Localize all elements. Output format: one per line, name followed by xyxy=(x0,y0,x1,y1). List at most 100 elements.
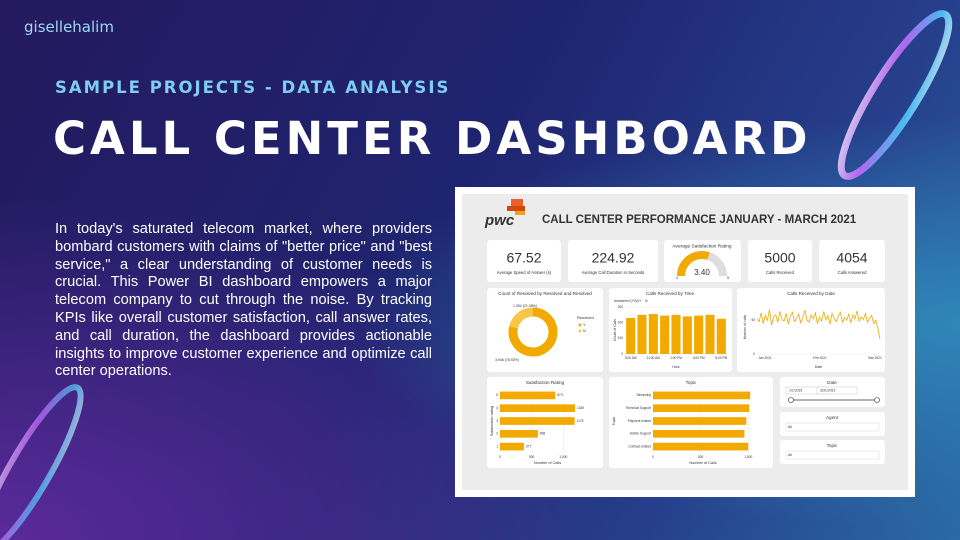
y-tick-label: 200 xyxy=(618,321,624,325)
date-from: 1/1/2021 xyxy=(789,388,803,392)
bar xyxy=(705,314,715,354)
bar xyxy=(653,429,745,438)
y-tick-label: 0 xyxy=(753,352,755,356)
logo: pwc xyxy=(484,212,515,229)
card xyxy=(819,240,885,282)
y-tick-label: Technical Support xyxy=(626,406,651,410)
x-tick-label: 0 xyxy=(652,455,654,459)
legend-label: Y xyxy=(639,299,642,303)
card xyxy=(487,240,561,282)
legend-swatch xyxy=(578,329,582,333)
bar xyxy=(500,442,524,451)
brand: gisellehalim xyxy=(24,18,114,36)
slider-handle[interactable] xyxy=(788,397,794,403)
gauge-value xyxy=(677,251,710,277)
axis-title: Number of calls xyxy=(743,315,747,340)
line xyxy=(756,309,881,340)
bar xyxy=(694,315,704,354)
axis-title: Number of Calls xyxy=(534,461,561,465)
y-tick-label: 50 xyxy=(751,318,755,322)
chart-title: Topic xyxy=(686,380,697,385)
bar xyxy=(653,442,749,451)
bar xyxy=(716,318,726,354)
gauge-label: 3.40 xyxy=(694,268,710,277)
legend-label: Y xyxy=(583,323,586,327)
x-tick-label: 1,000 xyxy=(744,455,752,459)
bar xyxy=(653,404,750,413)
legend-title: Resolved xyxy=(577,315,594,320)
x-tick-label: 500 xyxy=(698,455,704,459)
y-tick-label: 5 xyxy=(496,393,498,397)
bar xyxy=(648,314,658,354)
x-tick-label: 3:00 PM xyxy=(693,356,705,360)
legend-label: N xyxy=(645,299,648,303)
axis-title: Topic xyxy=(612,416,616,425)
x-tick-label: 1:00 PM xyxy=(670,356,682,360)
donut-slice xyxy=(509,307,534,329)
bar xyxy=(660,315,670,354)
x-tick-label: 5:00 PM xyxy=(715,356,727,360)
y-tick-label: 1 xyxy=(496,444,498,448)
bar xyxy=(500,404,576,413)
y-tick-label: Admin Support xyxy=(630,432,651,436)
dropdown-value: All xyxy=(788,425,792,429)
x-tick-label: 1,000 xyxy=(559,455,567,459)
date-to: 3/31/2021 xyxy=(820,388,836,392)
axis-title: Date xyxy=(815,365,822,369)
dropdown[interactable] xyxy=(785,422,880,432)
kpi-value: 4054 xyxy=(836,250,867,266)
description: In today's saturated telecom market, whe… xyxy=(55,221,432,380)
bar xyxy=(653,391,751,400)
x-tick-label: Jan 2021 xyxy=(758,356,771,360)
y-tick-label: Payment related xyxy=(628,419,651,423)
gauge-title: Average Satisfaction Rating xyxy=(672,243,731,249)
bar xyxy=(500,417,575,425)
kpi-label: Calls Received xyxy=(766,270,795,275)
gauge-max: 5 xyxy=(727,275,730,280)
donut-slice xyxy=(508,307,558,357)
chart-title: Satisfaction Rating xyxy=(526,380,565,385)
y-tick-label: 2 xyxy=(496,432,498,436)
card xyxy=(737,288,885,372)
axis-title: Count of Calls xyxy=(613,319,617,341)
kpi-label: Average Call Duration in Seconds xyxy=(582,270,645,275)
data-label: 3,946 (78.92%) xyxy=(495,358,519,362)
bar xyxy=(653,417,747,425)
legend-title: Answered (Y/N) xyxy=(614,299,639,303)
legend-swatch xyxy=(578,323,582,327)
dropdown[interactable] xyxy=(785,450,880,460)
bar xyxy=(682,316,692,354)
y-tick-label: 4 xyxy=(496,406,498,410)
kicker: SAMPLE PROJECTS - DATA ANALYSIS xyxy=(55,78,451,97)
card xyxy=(487,288,603,372)
x-tick-label: 0 xyxy=(499,455,501,459)
x-tick-label: 11:00 AM xyxy=(647,356,661,360)
bar xyxy=(626,317,636,354)
data-label: 1185 xyxy=(577,406,584,410)
y-tick-label: Streaming xyxy=(636,393,651,397)
legend-label: N xyxy=(583,329,586,333)
kpi-value: 5000 xyxy=(764,250,795,266)
axis-title: Hour xyxy=(672,365,680,369)
kpi-label: Calls Answered xyxy=(838,270,868,275)
card xyxy=(568,240,658,282)
filter-title: Agent xyxy=(826,415,839,420)
data-label: 377 xyxy=(526,444,532,448)
dropdown-value: All xyxy=(788,453,792,457)
page-title: CALL CENTER DASHBOARD xyxy=(53,112,812,165)
card xyxy=(748,240,812,282)
kpi-value: 67.52 xyxy=(506,250,541,266)
y-tick-label: 100 xyxy=(618,336,624,340)
bar xyxy=(637,314,647,354)
data-label: 873 xyxy=(557,393,563,397)
date-box xyxy=(816,386,858,395)
data-label: 1,054 (21.08%) xyxy=(513,304,537,308)
chart-title: Calls Received by Date xyxy=(787,291,835,296)
chart-title: Calls Received by Time xyxy=(646,291,694,296)
data-label: 1178 xyxy=(577,419,584,423)
slider-handle[interactable] xyxy=(874,397,880,403)
y-tick-label: 3 xyxy=(496,419,498,423)
y-tick-label: 0 xyxy=(621,352,623,356)
y-tick-label: Contract related xyxy=(628,444,651,448)
